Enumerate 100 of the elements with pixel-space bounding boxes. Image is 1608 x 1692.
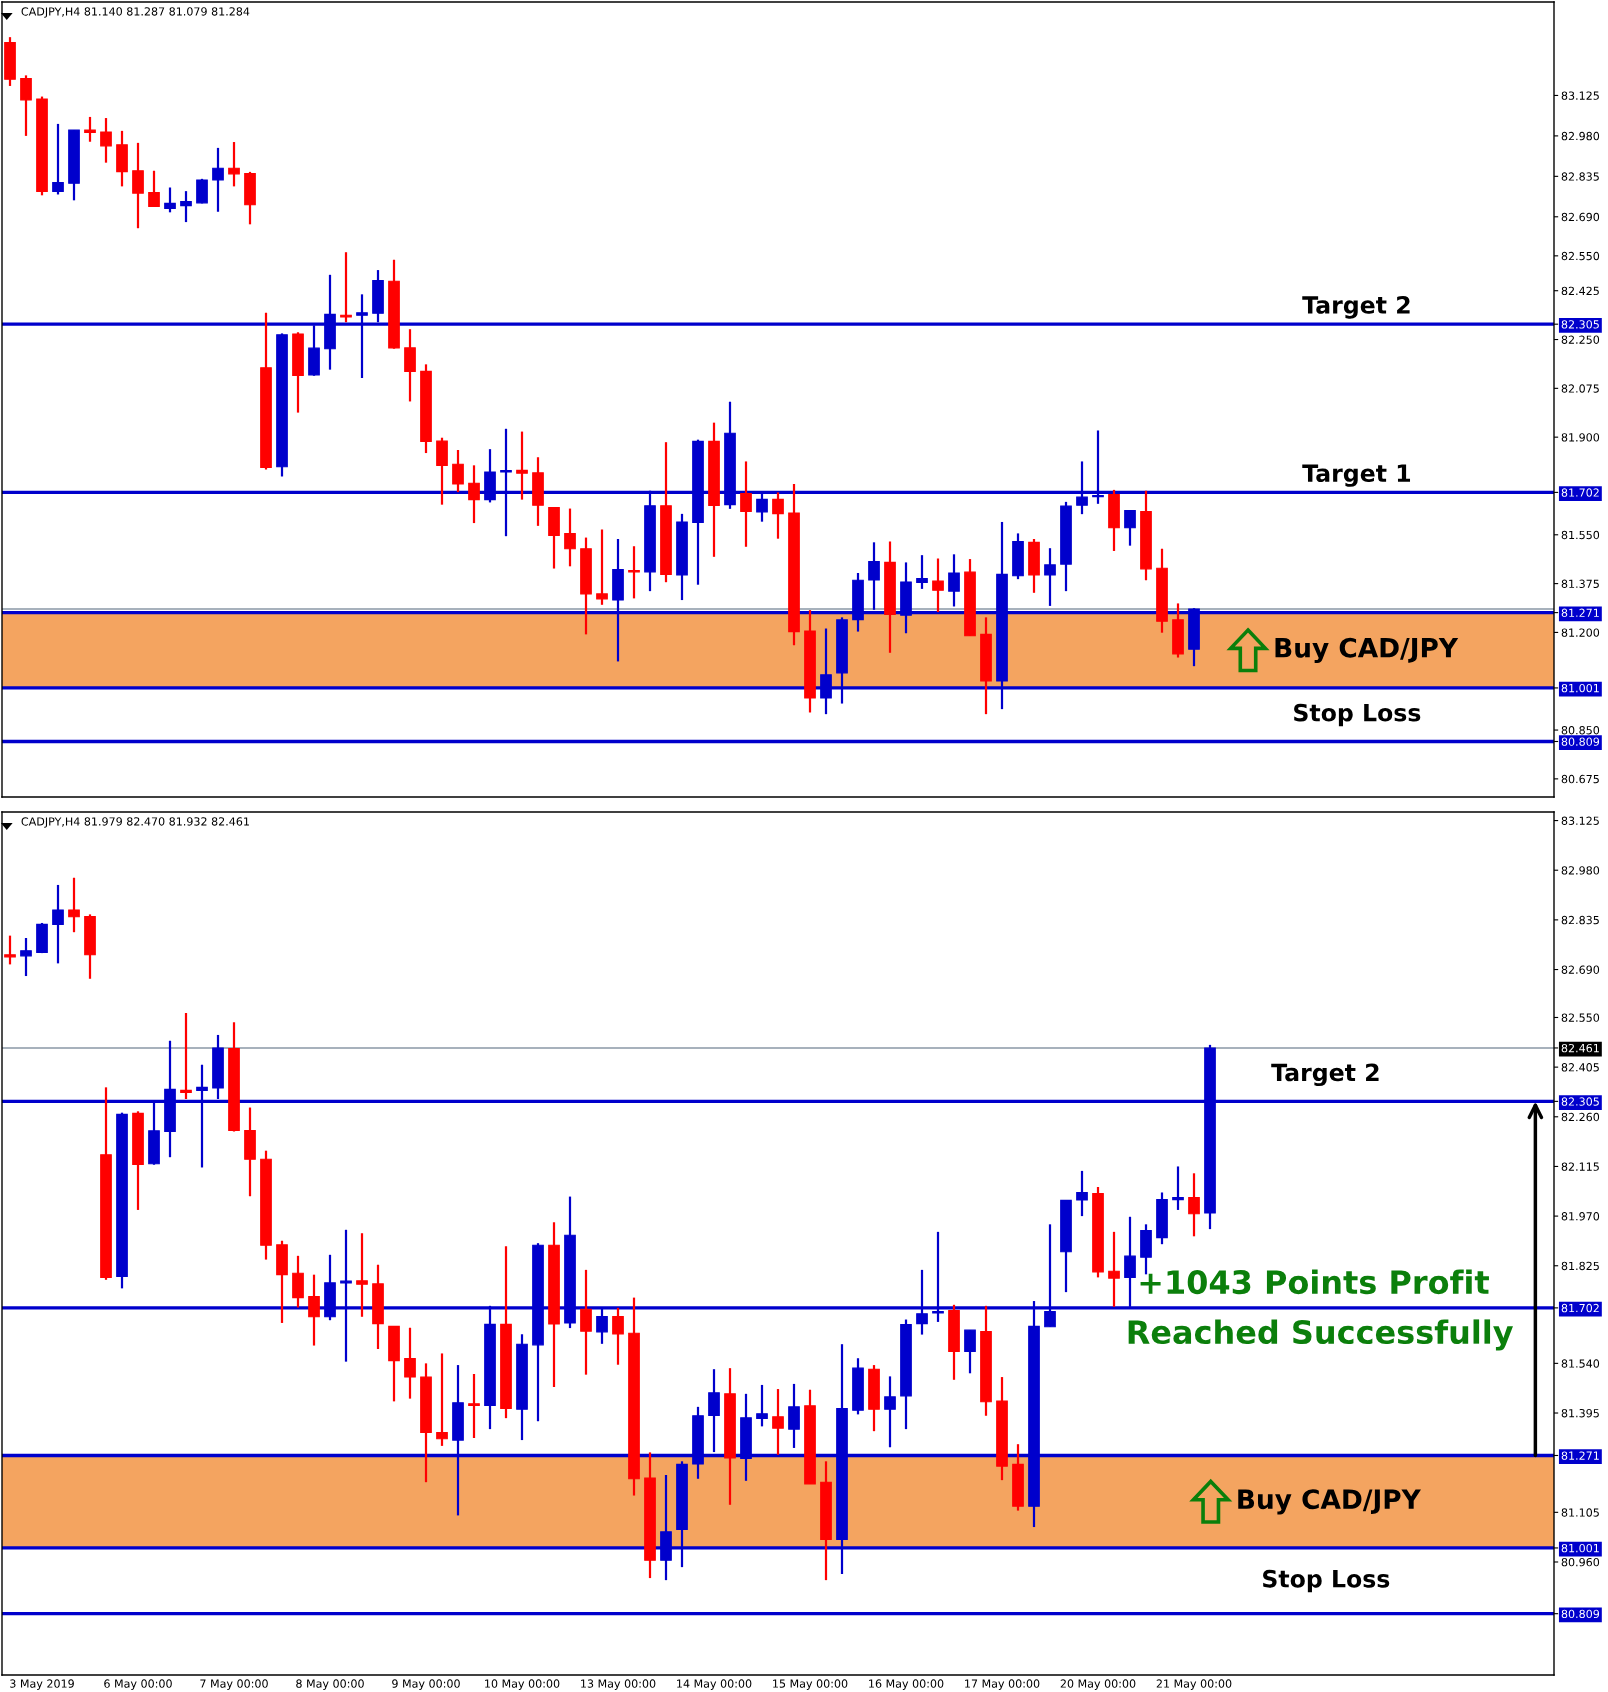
y-tick-label: 81.702 — [1561, 1303, 1599, 1313]
y-tick-label: 80.850 — [1561, 726, 1600, 735]
candlestick — [772, 491, 784, 540]
y-tick-label: 81.001 — [1561, 683, 1599, 693]
candlestick — [1172, 1165, 1184, 1212]
candlestick — [948, 553, 960, 608]
y-tick-label: 82.835 — [1561, 915, 1599, 925]
y-tick-label: 81.970 — [1561, 1212, 1600, 1221]
candlestick — [468, 1372, 480, 1440]
candlestick — [212, 146, 224, 213]
candlestick — [1044, 547, 1056, 608]
y-tick-label: 82.550 — [1561, 251, 1600, 261]
candlestick — [788, 1382, 800, 1450]
x-tick-label: 17 May 00:00 — [965, 1679, 1040, 1690]
ref-line-label: Stop Loss — [1263, 1569, 1390, 1593]
y-tick-label: 82.980 — [1561, 866, 1600, 875]
y-tick-label: 82.835 — [1561, 172, 1599, 181]
y-tick-label: 82.690 — [1561, 212, 1600, 222]
candlestick — [564, 507, 576, 568]
y-tick-label: 82.305 — [1561, 1097, 1599, 1106]
candlestick — [148, 169, 160, 208]
chart-title: CADJPY,H4 81.979 82.470 81.932 82.461 — [21, 817, 249, 828]
candlestick — [756, 1383, 768, 1428]
candlestick — [356, 1232, 368, 1318]
candlestick — [916, 554, 928, 591]
candlestick — [580, 1268, 592, 1376]
candlestick — [180, 190, 192, 224]
y-tick-label: 81.900 — [1561, 433, 1600, 442]
candlestick — [340, 251, 352, 324]
candlestick — [1076, 1169, 1088, 1218]
candlestick — [708, 1368, 720, 1454]
candlestick — [468, 464, 480, 525]
y-tick-label: 83.125 — [1561, 816, 1599, 825]
candlestick — [772, 1387, 784, 1456]
y-tick-label: 81.271 — [1561, 608, 1599, 617]
x-tick-label: 20 May 00:00 — [1060, 1679, 1136, 1690]
candlestick — [1108, 1230, 1120, 1308]
y-tick-label: 81.200 — [1561, 628, 1600, 637]
y-tick-label: 81.540 — [1561, 1359, 1600, 1368]
y-tick-label: 80.809 — [1561, 737, 1600, 746]
x-tick-label: 13 May 00:00 — [581, 1679, 656, 1690]
y-tick-label: 80.960 — [1561, 1557, 1600, 1567]
ref-line-label: Target 2 — [1302, 296, 1410, 319]
candlestick — [52, 883, 64, 965]
chart-title: CADJPY,H4 81.140 81.287 81.079 81.284 — [21, 7, 250, 18]
y-tick-label: 82.305 — [1561, 320, 1599, 329]
x-tick-label: 21 May 00:00 — [1156, 1679, 1232, 1690]
candlestick — [884, 1375, 896, 1449]
candlestick — [452, 448, 464, 494]
ref-line-label: Stop Loss — [1294, 703, 1421, 727]
candlestick — [404, 328, 416, 403]
candlestick — [180, 1011, 192, 1101]
y-tick-label: 80.809 — [1561, 1609, 1600, 1619]
x-tick-label: 9 May 00:00 — [392, 1679, 460, 1690]
y-tick-label: 81.271 — [1561, 1451, 1599, 1460]
annotation: Reached Successfully — [1128, 1319, 1513, 1351]
x-tick-label: 7 May 00:00 — [200, 1679, 268, 1690]
candlestick — [1124, 509, 1136, 547]
y-tick-label: 82.425 — [1561, 286, 1599, 296]
candlestick — [308, 1273, 320, 1347]
y-tick-label: 81.702 — [1561, 488, 1599, 497]
ref-line-label: Target 1 — [1302, 464, 1411, 487]
y-tick-label: 83.125 — [1561, 91, 1599, 100]
y-tick-label: 82.461 — [1561, 1043, 1599, 1053]
band-label: Buy CAD/JPY — [1238, 1489, 1421, 1515]
x-tick-label: 16 May 00:00 — [869, 1679, 944, 1690]
candlestick — [1188, 1172, 1200, 1238]
candlestick — [516, 430, 528, 501]
x-tick-label: 15 May 00:00 — [773, 1679, 848, 1690]
annotation: +1043 Points Profit — [1140, 1269, 1489, 1295]
y-tick-label: 81.001 — [1561, 1543, 1599, 1553]
ref-line-label: Target 2 — [1271, 1063, 1379, 1087]
candlestick — [740, 460, 752, 548]
candlestick — [132, 141, 144, 230]
candlestick — [596, 528, 608, 606]
x-tick-label: 6 May 00:00 — [104, 1679, 172, 1690]
candlestick — [964, 1329, 976, 1375]
y-tick-label: 82.980 — [1561, 131, 1600, 141]
candlestick — [932, 557, 944, 614]
y-tick-label: 81.375 — [1561, 579, 1599, 588]
x-tick-label: 14 May 00:00 — [677, 1679, 752, 1690]
candlestick — [4, 934, 16, 966]
y-tick-label: 82.115 — [1561, 1162, 1599, 1171]
y-tick-label: 81.550 — [1561, 530, 1600, 540]
candlestick — [52, 122, 64, 196]
y-tick-label: 81.825 — [1561, 1261, 1599, 1271]
candlestick — [228, 140, 240, 188]
y-tick-label: 81.395 — [1561, 1408, 1599, 1418]
candlestick — [436, 1352, 448, 1447]
candlestick — [612, 1306, 624, 1366]
candlestick — [628, 545, 640, 600]
y-tick-label: 82.405 — [1561, 1063, 1599, 1072]
candlestick — [164, 186, 176, 214]
y-tick-label: 82.260 — [1561, 1112, 1600, 1122]
y-tick-label: 82.250 — [1561, 335, 1600, 344]
y-tick-label: 82.075 — [1561, 384, 1599, 393]
candlestick — [20, 936, 32, 978]
x-tick-label: 3 May 2019 — [10, 1679, 74, 1690]
y-tick-label: 80.675 — [1561, 774, 1599, 784]
y-tick-label: 82.690 — [1561, 965, 1600, 974]
